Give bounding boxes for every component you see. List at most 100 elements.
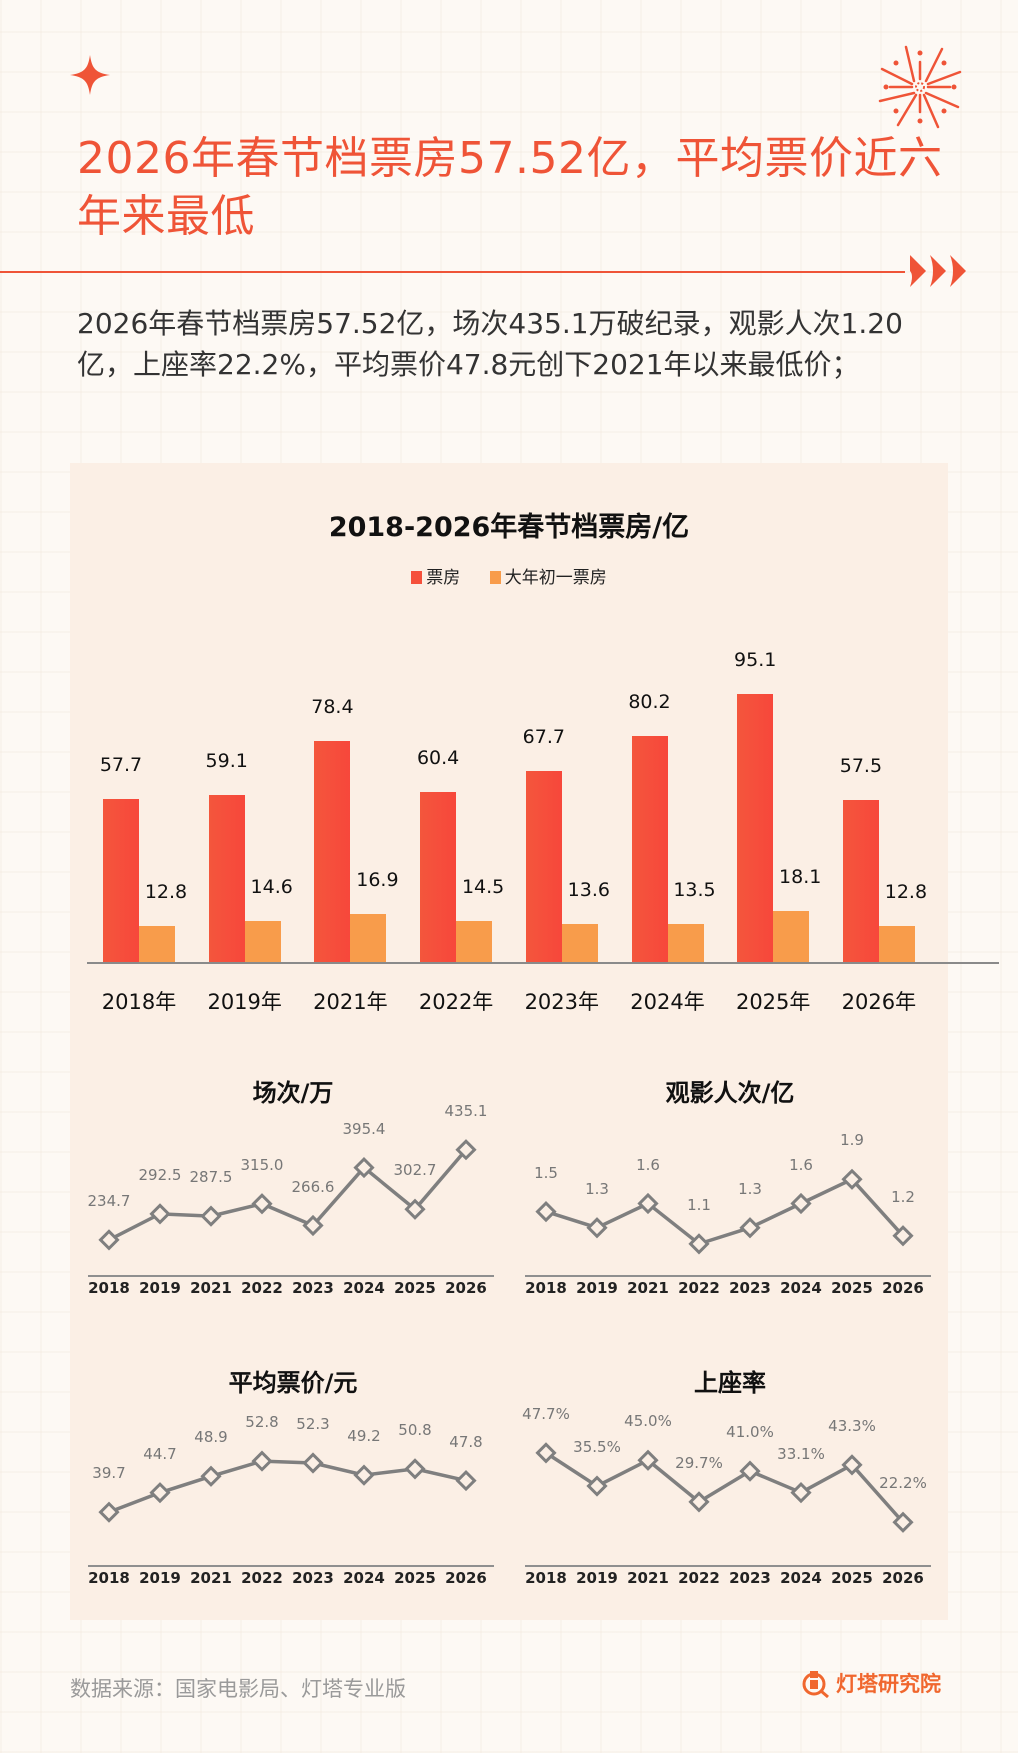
diamond-marker-icon [353, 1156, 375, 1179]
data-point-label: 266.6 [291, 1177, 335, 1196]
data-point-label: 234.7 [87, 1191, 131, 1210]
mini-chart-title: 观影人次/亿 [665, 1079, 795, 1107]
data-point-label: 33.1% [777, 1444, 825, 1463]
mini-x-label: 2026 [445, 1279, 487, 1297]
bar-x-label: 2022年 [418, 990, 494, 1014]
bar-value-label: 57.5 [839, 754, 883, 777]
data-source: 数据来源：国家电影局、灯塔专业版 [70, 1677, 406, 1701]
bar-x-label: 2019年 [207, 990, 282, 1014]
bar-x-label: 2024年 [630, 990, 705, 1014]
diamond-marker-icon [149, 1203, 171, 1225]
bar-x-label: 2025年 [735, 990, 811, 1014]
line-series [98, 1139, 477, 1251]
data-point-label: 45.0% [624, 1412, 672, 1431]
bar-x-label: 2026年 [841, 990, 917, 1014]
mini-x-label: 2019 [139, 1569, 181, 1587]
diamond-marker-icon [251, 1193, 273, 1215]
mini-x-axis [525, 1275, 931, 1277]
diamond-marker-icon [302, 1452, 324, 1474]
diamond-marker-icon [586, 1217, 608, 1239]
diamond-marker-icon [200, 1205, 222, 1227]
data-point-label: 47.8 [449, 1432, 483, 1451]
bar-first-day [561, 923, 598, 962]
occupancy-line-chart: 上座率 47.7% 2018 35.5% 2019 45.0% 2021 29.7% 2022 4… [522, 1363, 935, 1613]
data-point-label: 39.7 [92, 1464, 126, 1483]
mini-x-label: 2024 [343, 1569, 385, 1587]
diamond-marker-icon [535, 1200, 557, 1223]
avg-price-line-chart: 平均票价/元 39.7 2018 44.7 2019 48.9 2021 52.8 2022 52… [88, 1363, 498, 1613]
mini-x-label: 2023 [729, 1569, 771, 1587]
diamond-marker-icon [637, 1449, 659, 1471]
data-point-label: 302.7 [393, 1161, 437, 1180]
data-point-label: 1.6 [636, 1155, 660, 1174]
data-point-label: 1.5 [534, 1163, 558, 1182]
mini-x-label: 2025 [394, 1569, 436, 1587]
bar-first-day [139, 925, 175, 962]
data-point-label: 29.7% [675, 1453, 723, 1472]
mini-x-label: 2021 [627, 1569, 669, 1587]
mini-x-label: 2019 [576, 1279, 618, 1297]
mini-x-label: 2018 [525, 1569, 567, 1587]
diamond-marker-icon [98, 1501, 120, 1523]
mini-x-axis [88, 1565, 494, 1567]
mini-chart-title: 场次/万 [252, 1079, 334, 1107]
diamond-marker-icon [688, 1233, 710, 1255]
diamond-marker-icon [535, 1442, 557, 1464]
mini-chart-title: 上座率 [694, 1369, 766, 1397]
mini-x-label: 2025 [831, 1569, 873, 1587]
mini-x-label: 2021 [627, 1279, 669, 1297]
mini-x-label: 2023 [729, 1279, 771, 1297]
diamond-marker-icon [790, 1481, 812, 1504]
diamond-marker-icon [739, 1460, 761, 1482]
data-point-label: 41.0% [726, 1423, 774, 1442]
brand-logo: 灯塔研究院 [800, 1668, 941, 1698]
data-point-label: 49.2 [347, 1427, 381, 1446]
mini-x-label: 2026 [445, 1569, 487, 1587]
bar-value-label: 67.7 [522, 726, 565, 749]
bar-value-label: 80.2 [628, 690, 671, 713]
bar-x-label: 2021年 [313, 990, 388, 1014]
mini-x-label: 2021 [190, 1569, 232, 1587]
bar-box-office [631, 735, 668, 962]
bar-value-label: 13.6 [567, 878, 610, 901]
bar-chart-legend: 票房 大年初一票房 [70, 563, 948, 588]
bar-value-label: 12.8 [144, 880, 188, 903]
data-point-label: 287.5 [189, 1168, 233, 1187]
data-point-label: 1.6 [789, 1155, 813, 1174]
bar-box-office [103, 799, 139, 962]
data-point-label: 44.7 [143, 1444, 177, 1463]
page-title: 2026年春节档票房57.52亿，平均票价近六年来最低 [77, 133, 943, 242]
legend-label: 大年初一票房 [504, 568, 607, 588]
diamond-marker-icon [637, 1192, 659, 1215]
bar-value-label: 13.5 [673, 878, 716, 901]
mini-x-label: 2018 [88, 1569, 130, 1587]
diamond-marker-icon [841, 1454, 863, 1476]
mini-x-label: 2024 [343, 1279, 385, 1297]
data-point-label: 395.4 [342, 1119, 386, 1138]
brand-name: 灯塔研究院 [836, 1672, 941, 1696]
data-point-label: 47.7% [522, 1404, 570, 1423]
data-point-label: 43.3% [828, 1416, 876, 1435]
dengta-logo-icon [802, 1671, 829, 1698]
diamond-marker-icon [404, 1458, 426, 1480]
mini-x-label: 2026 [882, 1569, 924, 1587]
bar-value-label: 59.1 [205, 750, 248, 773]
legend-swatch-orange [489, 571, 501, 584]
bar-value-label: 14.5 [461, 876, 505, 899]
diamond-marker-icon [98, 1229, 120, 1251]
mini-x-label: 2019 [139, 1279, 181, 1297]
legend-label: 票房 [426, 568, 461, 588]
attendance-line-chart: 观影人次/亿 1.5 2018 1.3 2019 1.6 2021 1.1 2022 1.3 202… [525, 1073, 935, 1323]
data-point-label: 1.9 [840, 1131, 864, 1150]
bar-box-office [842, 799, 879, 962]
bar-value-label: 95.1 [734, 648, 777, 671]
diamond-marker-icon [353, 1464, 375, 1486]
diamond-marker-icon [739, 1217, 761, 1239]
data-point-label: 435.1 [444, 1101, 488, 1120]
bar-first-day [878, 925, 915, 962]
bar-x-label: 2018年 [101, 990, 177, 1014]
bar-box-office [420, 791, 457, 962]
triple-arrow-icon [910, 255, 966, 287]
legend-swatch-red [411, 571, 423, 584]
data-point-label: 50.8 [398, 1420, 432, 1439]
